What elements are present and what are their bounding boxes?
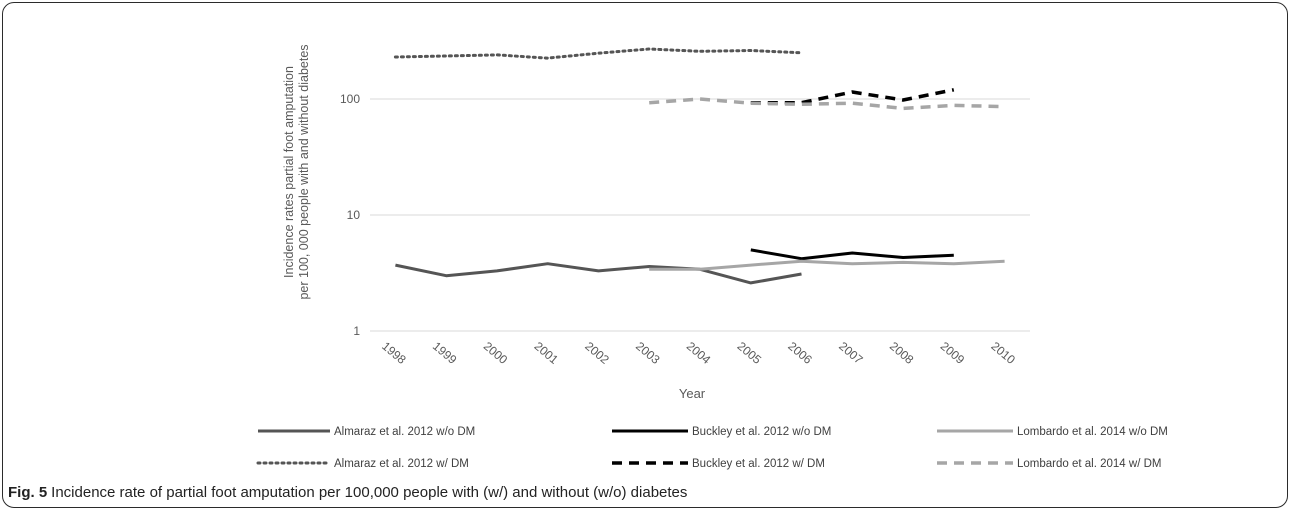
x-tick-label: 2004: [684, 339, 714, 367]
series-line-4: [393, 47, 803, 60]
series-line-2: [750, 248, 954, 261]
legend-label-3: Lombardo et al. 2014 w/o DM: [1017, 426, 1168, 438]
legend: Almaraz et al. 2012 w/o DM Buckley et al.…: [256, 426, 1168, 470]
caption-text: Incidence rate of partial foot amputatio…: [51, 484, 688, 501]
legend-label-4: Almaraz et al. 2012 w/ DM: [334, 458, 469, 470]
x-axis-ticks: 1998 1999 2000 2001 2002 2003 2004 2005 2006 2007…: [379, 339, 1018, 367]
x-tick-label: 2008: [887, 339, 917, 367]
x-axis-label: Year: [679, 386, 706, 401]
caption-label: Fig. 5: [8, 484, 48, 501]
legend-label-5: Buckley et al. 2012 w/ DM: [692, 458, 825, 470]
y-axis-label: Incidence rates partial foot amputation: [282, 66, 296, 278]
series-line-1: [395, 262, 802, 285]
series-lines: [393, 47, 1005, 285]
x-tick-label: 2003: [633, 339, 663, 367]
series-line-6: [649, 97, 1005, 111]
y-tick-label: 10: [347, 208, 361, 222]
y-tick-label: 1: [353, 324, 360, 338]
x-tick-label: 1999: [430, 339, 460, 367]
figure-caption: Fig. 5 Incidence rate of partial foot amp…: [8, 484, 687, 501]
x-tick-label: 2002: [582, 339, 612, 367]
x-tick-label: 2000: [481, 339, 511, 367]
y-axis-label-line2: per 100, 000 people with and without dia…: [297, 44, 311, 299]
series-line-3: [649, 259, 1005, 271]
y-tick-label: 100: [340, 92, 360, 106]
legend-label-2: Buckley et al. 2012 w/o DM: [692, 426, 831, 438]
x-tick-label: 2006: [785, 339, 815, 367]
x-tick-label: 2001: [532, 339, 562, 367]
series-line-5: [750, 88, 955, 105]
x-tick-label: 2007: [836, 339, 866, 367]
grid-lines: [370, 98, 1030, 332]
legend-label-1: Almaraz et al. 2012 w/o DM: [334, 426, 475, 438]
x-tick-label: 1998: [379, 339, 409, 367]
line-chart: 1 10 100 1998 1999 2000 2001 2002 2003 2004 2005 2…: [256, 44, 1168, 470]
legend-label-6: Lombardo et al. 2014 w/ DM: [1017, 458, 1161, 470]
y-axis-ticks: 1 10 100: [340, 92, 360, 338]
x-tick-label: 2009: [938, 339, 968, 367]
x-tick-label: 2010: [988, 339, 1018, 367]
x-tick-label: 2005: [735, 339, 765, 367]
